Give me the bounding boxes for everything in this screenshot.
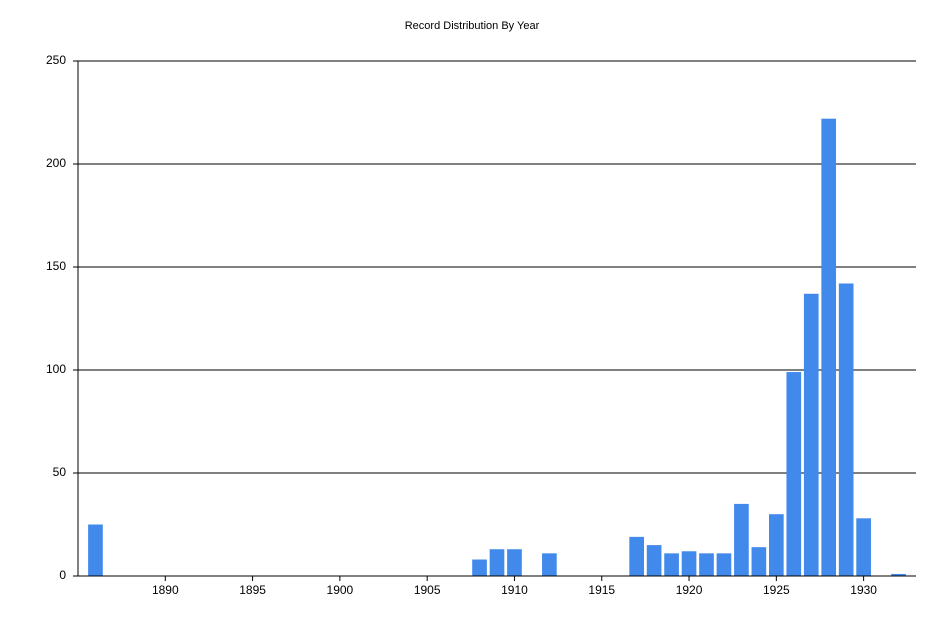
bar [856, 518, 871, 576]
bar [629, 536, 644, 576]
chart-title: Record Distribution By Year [405, 20, 540, 32]
bar [646, 545, 662, 576]
bar [838, 283, 854, 576]
bar [803, 293, 819, 576]
x-tick-label: 1930 [850, 583, 877, 597]
bar [472, 559, 487, 576]
y-tick-label: 100 [46, 362, 66, 376]
bar [786, 372, 802, 576]
bar [769, 514, 784, 576]
bar [489, 549, 505, 576]
y-tick-label: 250 [46, 53, 66, 67]
y-tick-label: 150 [46, 259, 66, 273]
bar [734, 503, 749, 576]
x-tick-label: 1915 [588, 583, 615, 597]
bar [542, 553, 557, 576]
x-tick-label: 1905 [414, 583, 441, 597]
bar [891, 573, 906, 576]
x-tick-label: 1920 [676, 583, 703, 597]
y-tick-label: 200 [46, 156, 66, 170]
x-tick-label: 1900 [327, 583, 354, 597]
y-tick-label: 50 [53, 465, 67, 479]
bar [699, 553, 714, 576]
x-tick-label: 1890 [152, 583, 179, 597]
bar [88, 524, 103, 576]
x-tick-label: 1895 [239, 583, 266, 597]
bar [664, 553, 679, 576]
x-tick-label: 1925 [763, 583, 790, 597]
bar [716, 553, 732, 576]
bar [821, 118, 837, 577]
bar [681, 551, 697, 576]
bar [507, 549, 522, 576]
x-tick-label: 1910 [501, 583, 528, 597]
y-tick-label: 0 [59, 568, 66, 582]
bar [751, 547, 767, 576]
